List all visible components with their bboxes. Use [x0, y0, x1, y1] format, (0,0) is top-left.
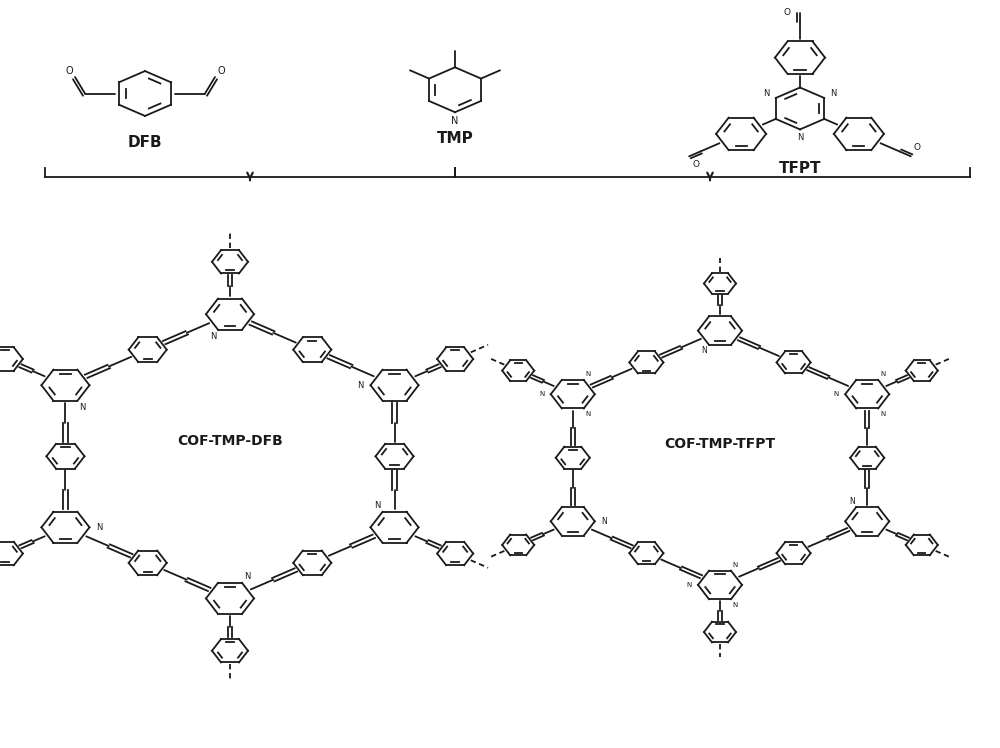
Text: TMP: TMP	[437, 131, 473, 146]
Text: N: N	[451, 116, 459, 126]
Text: N: N	[79, 402, 86, 411]
Text: N: N	[601, 517, 607, 526]
Text: TFPT: TFPT	[779, 161, 821, 176]
Text: N: N	[834, 391, 839, 397]
Text: N: N	[849, 497, 855, 506]
Text: O: O	[65, 66, 73, 76]
Text: N: N	[702, 346, 707, 355]
Text: N: N	[831, 89, 837, 99]
Text: N: N	[733, 602, 738, 608]
Text: N: N	[586, 371, 591, 377]
Text: O: O	[692, 160, 699, 169]
Text: N: N	[539, 391, 544, 397]
Text: N: N	[797, 133, 803, 142]
Text: COF-TMP-TFPT: COF-TMP-TFPT	[664, 438, 776, 451]
Text: O: O	[914, 144, 921, 153]
Text: DFB: DFB	[128, 135, 162, 150]
Text: N: N	[357, 381, 364, 390]
Text: N: N	[586, 411, 591, 417]
Text: N: N	[374, 501, 381, 510]
Text: N: N	[763, 89, 769, 99]
Text: O: O	[784, 8, 790, 17]
Text: N: N	[96, 523, 103, 532]
Text: N: N	[686, 582, 692, 588]
Text: O: O	[217, 66, 225, 76]
Text: N: N	[880, 371, 885, 377]
Text: COF-TMP-DFB: COF-TMP-DFB	[177, 435, 283, 448]
Text: N: N	[733, 562, 738, 568]
Text: N: N	[210, 331, 216, 340]
Text: N: N	[244, 572, 250, 581]
Text: N: N	[880, 411, 885, 417]
